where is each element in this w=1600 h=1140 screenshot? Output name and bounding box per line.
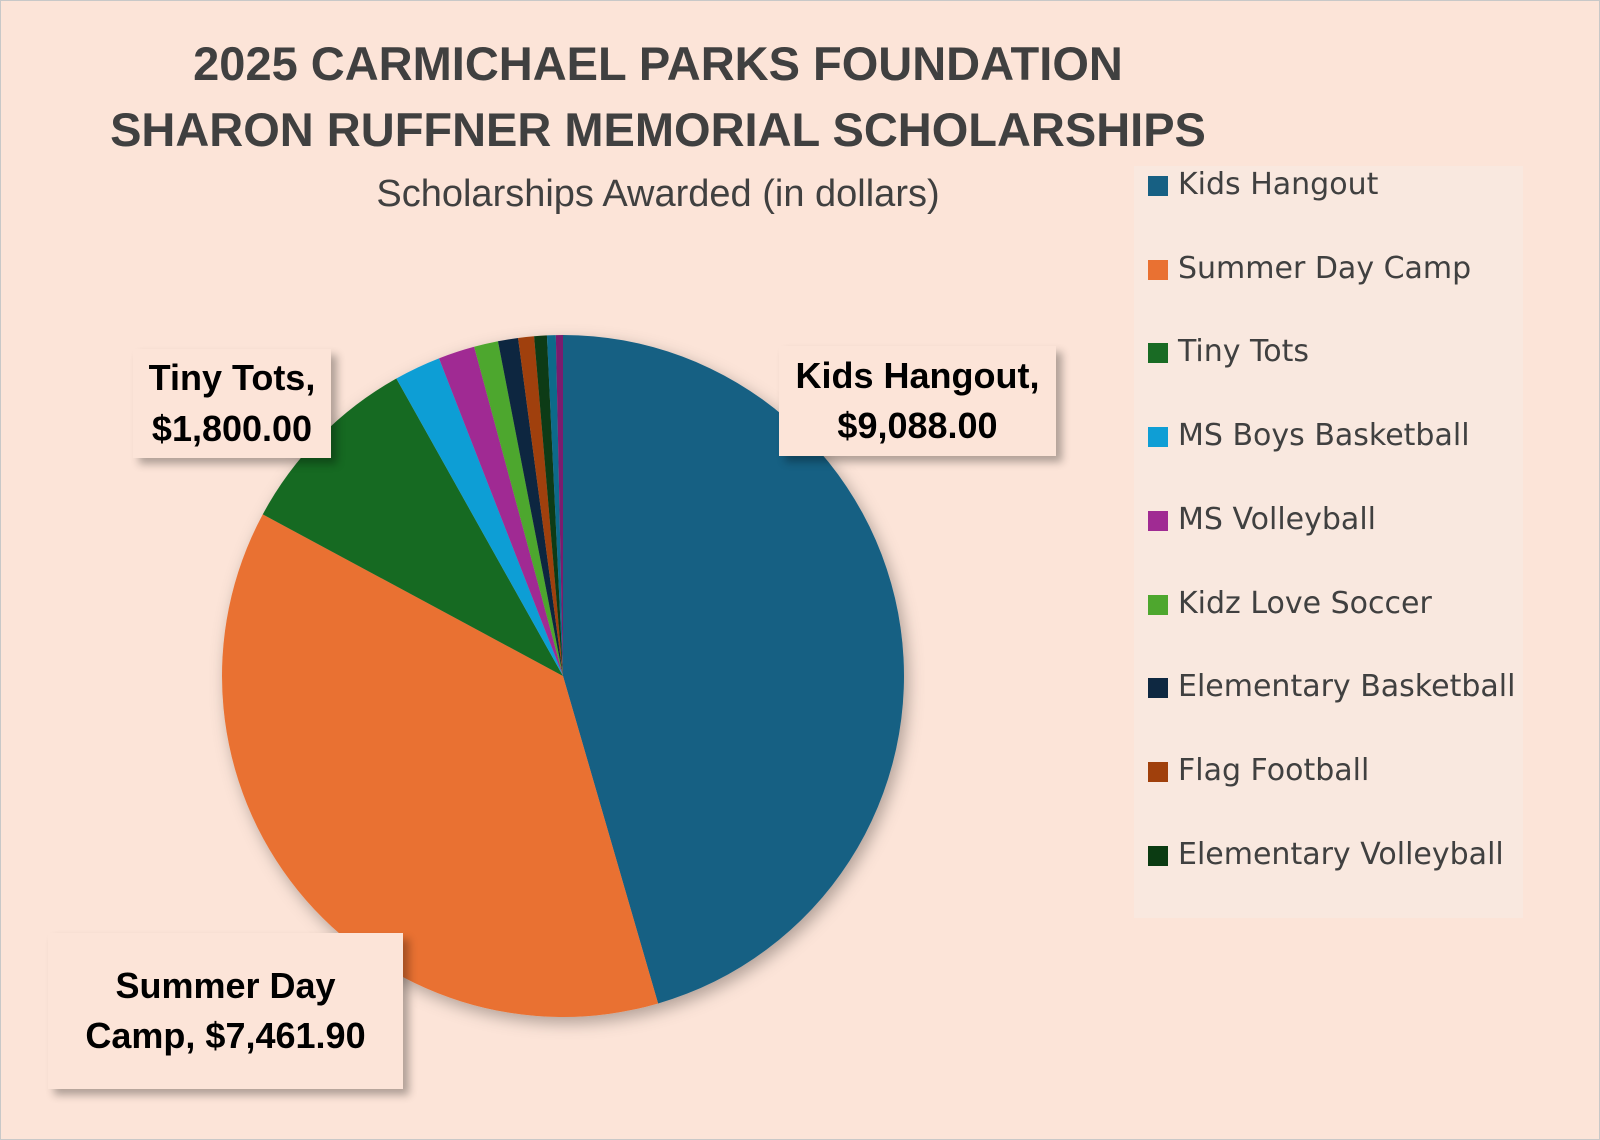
legend-swatch: [1148, 259, 1168, 280]
legend-label: Flag Football: [1178, 752, 1370, 788]
legend-swatch: [1148, 845, 1168, 866]
chart-title: 2025 CARMICHAEL PARKS FOUNDATION: [193, 37, 1123, 90]
data-label: Kids Hangout, $9,088.00: [779, 346, 1056, 456]
chart-subtitle: Scholarships Awarded (in dollars): [376, 173, 940, 215]
pie-slice: [262, 378, 563, 676]
legend-swatch: [1148, 510, 1168, 531]
legend-label: Elementary Basketball: [1178, 669, 1516, 705]
legend: Kids Hangout Summer Day Camp Tiny Tots MS B…: [1134, 166, 1523, 918]
pie: [222, 335, 904, 1017]
legend-swatch: [1148, 176, 1168, 196]
legend-swatch: [1148, 427, 1168, 448]
legend-label: MS Boys Basketball: [1178, 418, 1470, 454]
legend-label: Summer Day Camp: [1178, 250, 1472, 286]
pie-slice: [497, 337, 563, 676]
legend-label: Kidz Love Soccer: [1178, 585, 1432, 621]
legend-label: Tiny Tots: [1178, 334, 1310, 370]
pie-slice: [563, 335, 904, 1004]
legend-label: MS Volleyball: [1178, 501, 1376, 537]
pie-slice: [439, 346, 563, 676]
chart-title: SHARON RUFFNER MEMORIAL SCHOLARSHIPS: [110, 103, 1206, 156]
pie-slice: [546, 335, 563, 676]
legend-swatch: [1148, 594, 1168, 615]
data-label: Summer Day Camp, $7,461.90: [48, 933, 403, 1089]
legend-swatch: [1148, 761, 1168, 782]
legend-swatch: [1148, 343, 1168, 364]
pie-slice: [396, 358, 563, 676]
pie-slice: [534, 335, 563, 676]
legend-label: Kids Hangout: [1178, 167, 1379, 202]
pie-slice: [474, 341, 563, 676]
pie-slice: [555, 335, 563, 676]
data-label: Tiny Tots, $1,800.00: [133, 349, 331, 458]
pie-slice: [222, 514, 659, 1017]
pie-slice: [518, 336, 563, 676]
legend-label: Elementary Volleyball: [1178, 836, 1504, 872]
legend-swatch: [1148, 678, 1168, 699]
